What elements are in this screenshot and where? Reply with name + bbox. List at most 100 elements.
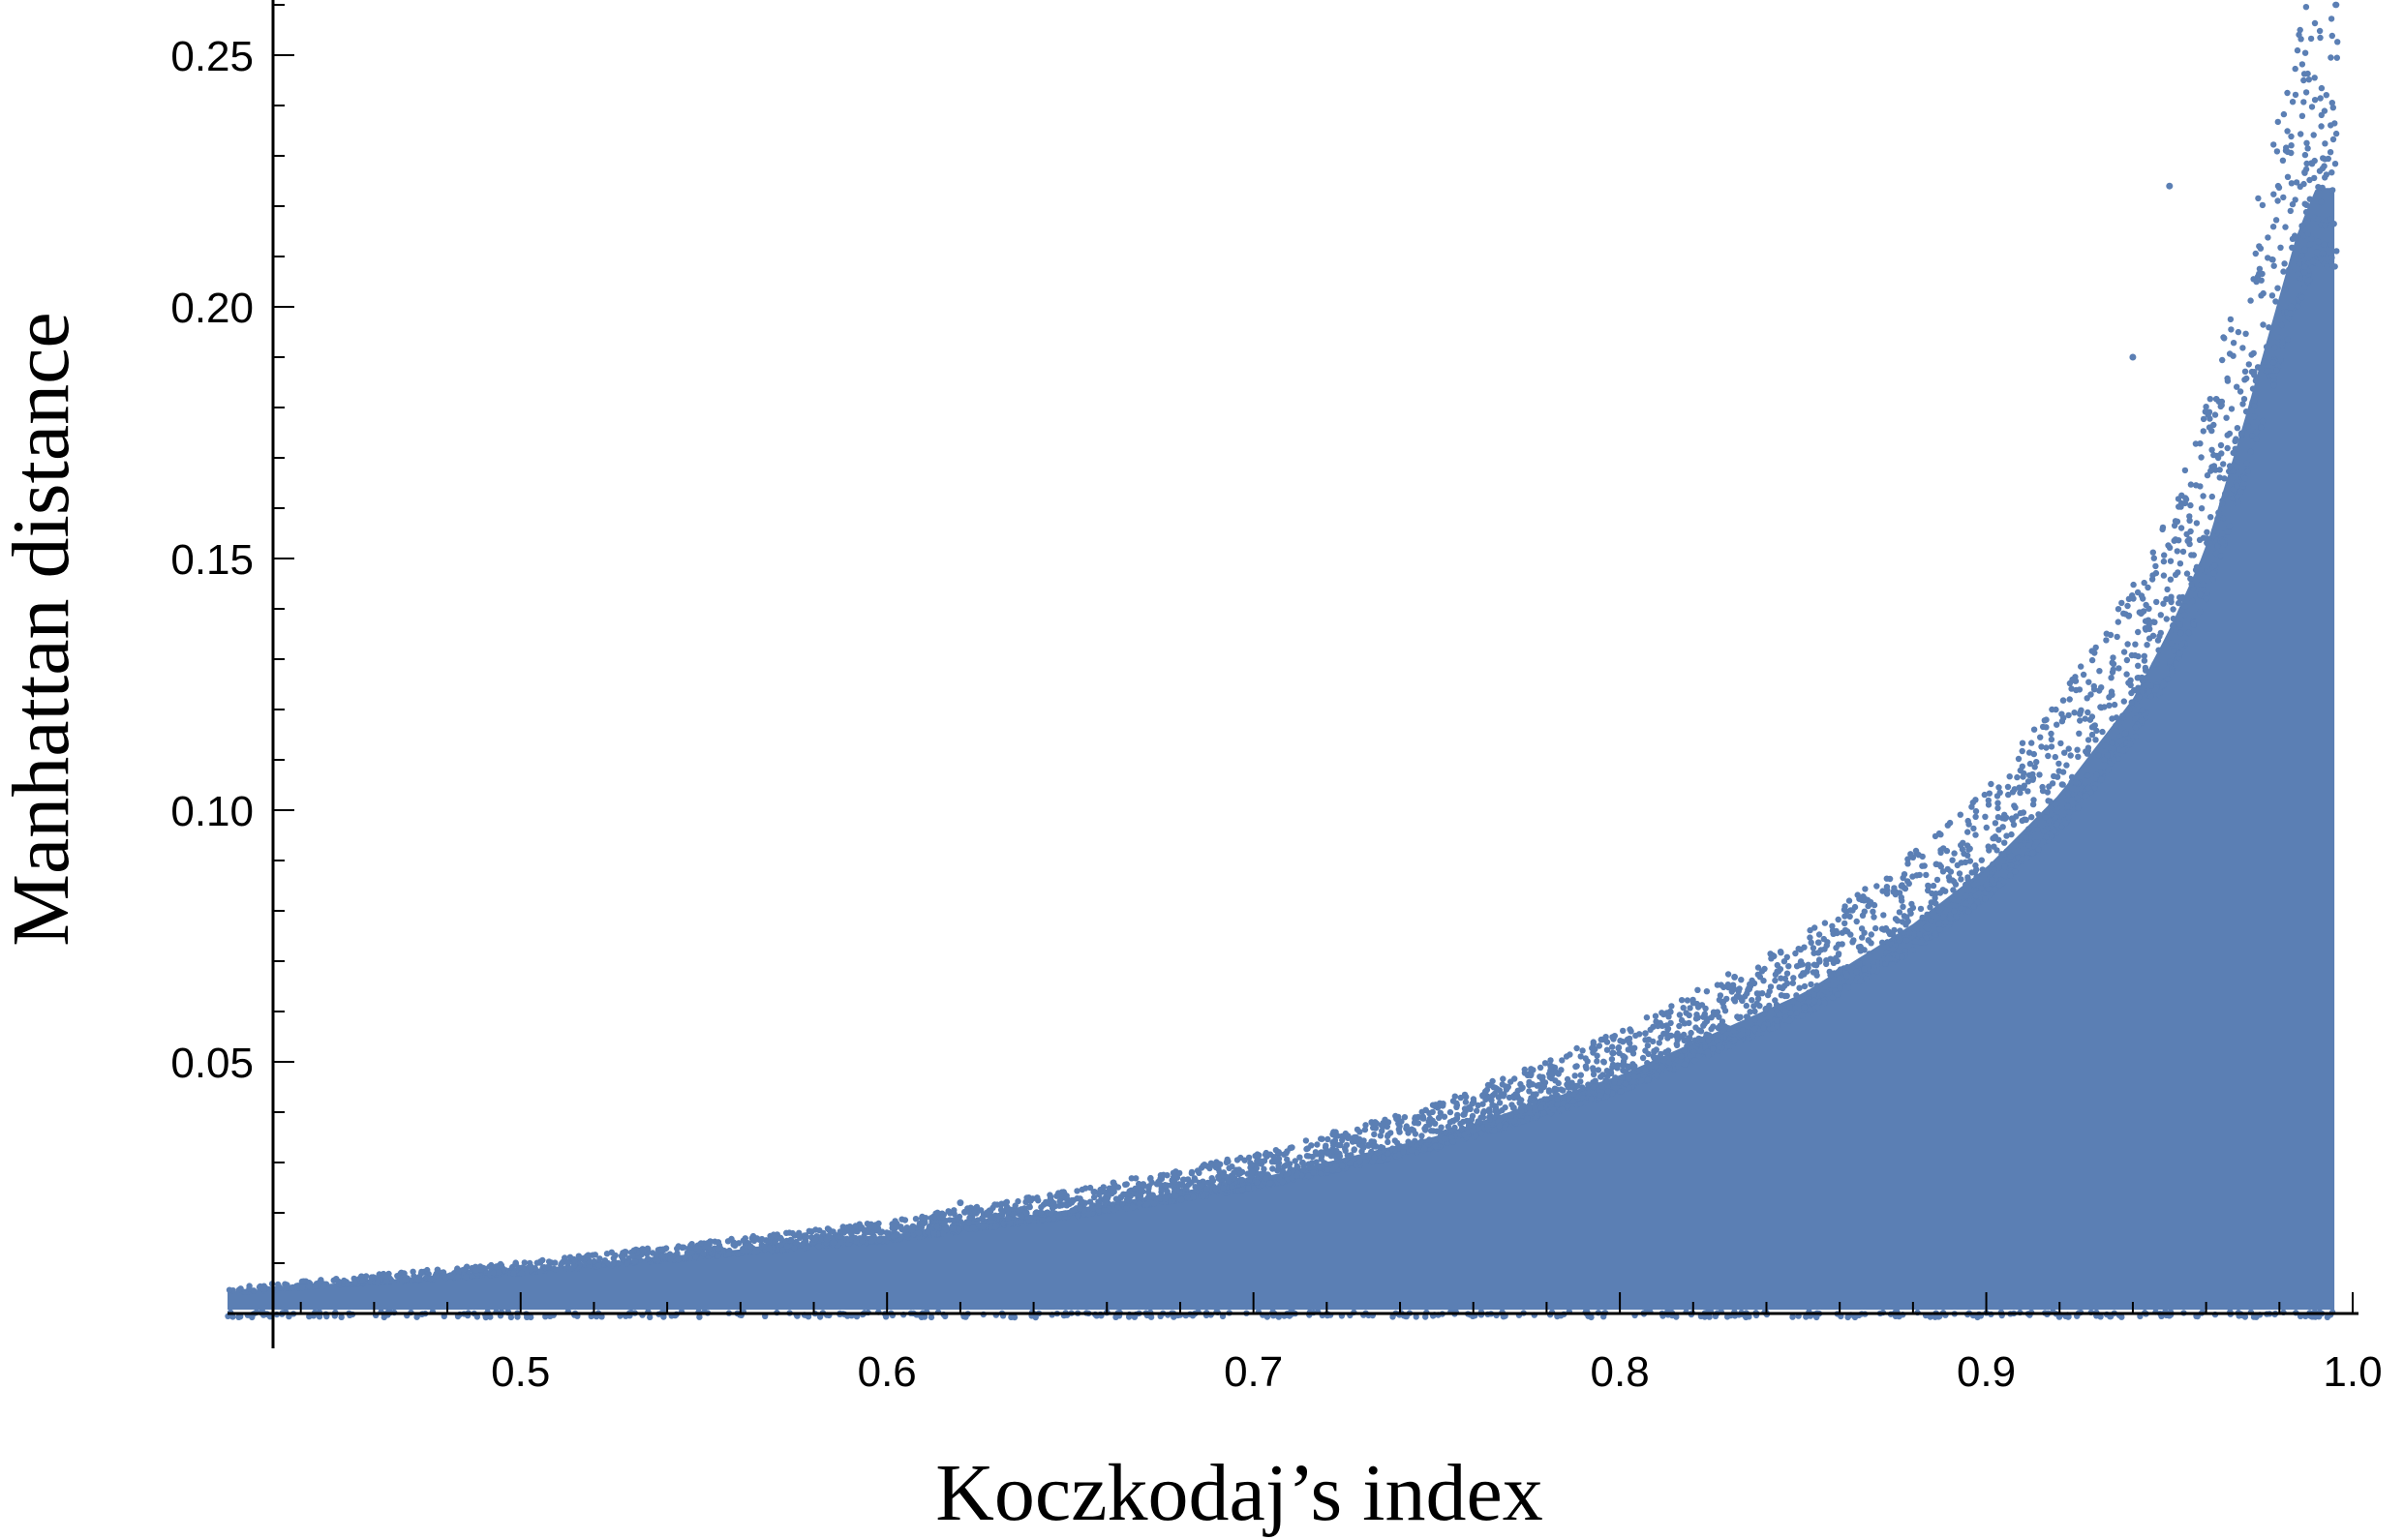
data-point: [2333, 54, 2340, 61]
data-point: [1639, 1054, 1647, 1062]
data-point: [2067, 752, 2074, 759]
data-point: [1706, 1032, 1713, 1039]
data-point: [2308, 235, 2315, 242]
data-point: [770, 1231, 777, 1238]
data-point: [2186, 517, 2193, 524]
data-point: [1502, 1104, 1508, 1111]
data-point: [933, 1223, 941, 1230]
data-point: [1695, 1052, 1703, 1060]
data-point: [2043, 808, 2050, 815]
data-point: [1432, 1142, 1439, 1150]
data-point: [1324, 1135, 1331, 1143]
data-point: [1310, 1164, 1317, 1171]
data-point: [934, 1209, 941, 1217]
data-point: [1986, 790, 1993, 797]
data-point: [1632, 1032, 1639, 1040]
data-point: [2301, 151, 2309, 159]
data-point: [2217, 441, 2225, 449]
data-point: [1772, 977, 1779, 984]
data-point: [1916, 931, 1924, 938]
data-point: [2037, 734, 2044, 740]
data-point: [1102, 1207, 1109, 1214]
data-point: [1530, 1067, 1537, 1073]
data-point: [1889, 946, 1897, 952]
data-point: [1655, 1022, 1661, 1030]
data-point: [2282, 286, 2289, 293]
data-point: [1811, 961, 1818, 968]
data-point: [2243, 460, 2250, 467]
data-point: [2327, 149, 2334, 156]
data-point: [2203, 404, 2209, 410]
data-point: [2059, 697, 2067, 704]
data-point: [2302, 89, 2310, 96]
data-point: [1257, 1170, 1264, 1178]
data-point: [1808, 939, 1814, 946]
data-point: [1880, 912, 1887, 919]
data-point: [2004, 783, 2012, 791]
data-point: [2048, 743, 2055, 750]
data-point: [1018, 1218, 1024, 1225]
data-point: [2186, 540, 2193, 548]
data-point: [1503, 1083, 1509, 1090]
x-axis-title: Koczkodaj’s index: [935, 1448, 1543, 1538]
data-point: [1699, 1037, 1706, 1043]
data-point: [1837, 966, 1844, 973]
data-point: [2074, 795, 2081, 801]
data-point: [2308, 104, 2316, 110]
data-point: [2033, 759, 2040, 766]
data-point: [2054, 721, 2060, 728]
data-point: [2260, 321, 2267, 328]
data-point: [2168, 640, 2176, 647]
data-point: [2110, 654, 2116, 661]
data-point: [2298, 223, 2305, 229]
data-point: [2270, 382, 2277, 389]
data-point: [1793, 963, 1801, 970]
data-point: [2081, 793, 2088, 800]
data-point: [1968, 869, 1975, 876]
data-point: [2245, 361, 2252, 368]
outlier-point: [2129, 353, 2137, 361]
data-point: [1932, 894, 1938, 901]
data-point: [2068, 773, 2076, 780]
data-point: [1974, 899, 1982, 906]
data-point: [1951, 850, 1958, 857]
data-point: [1630, 1073, 1638, 1080]
data-point: [2118, 599, 2125, 607]
data-point: [653, 1252, 659, 1259]
data-point: [1437, 1109, 1445, 1117]
data-point: [2018, 842, 2024, 849]
data-point: [928, 1314, 935, 1321]
data-point: [2318, 123, 2325, 130]
data-point: [1368, 1148, 1375, 1156]
data-point: [1627, 1026, 1633, 1033]
data-point: [1746, 984, 1752, 992]
data-point: [1615, 1079, 1623, 1086]
data-point: [1588, 1314, 1595, 1321]
data-point: [564, 1259, 571, 1266]
data-point: [682, 1254, 688, 1261]
data-point: [2115, 665, 2122, 672]
data-point: [1939, 868, 1947, 875]
data-point: [1345, 1134, 1352, 1142]
data-point: [2253, 278, 2260, 286]
data-point: [777, 1235, 784, 1243]
data-point: [1319, 1152, 1325, 1160]
data-point: [1994, 804, 2001, 812]
data-point: [1253, 1164, 1261, 1172]
data-point: [1514, 1087, 1522, 1095]
data-point: [1500, 1093, 1507, 1100]
data-point: [817, 1236, 824, 1243]
data-point: [843, 1223, 851, 1231]
data-point: [1043, 1198, 1050, 1206]
data-point: [2204, 528, 2210, 535]
data-point: [2088, 656, 2096, 664]
data-point: [1612, 1074, 1619, 1081]
data-point: [1904, 861, 1911, 867]
data-point: [1608, 1056, 1616, 1063]
data-point: [1626, 1064, 1632, 1072]
data-point: [1206, 1164, 1213, 1172]
data-point: [892, 1218, 898, 1224]
data-point: [2213, 396, 2220, 403]
data-point: [696, 1314, 703, 1320]
data-point: [2235, 498, 2241, 505]
